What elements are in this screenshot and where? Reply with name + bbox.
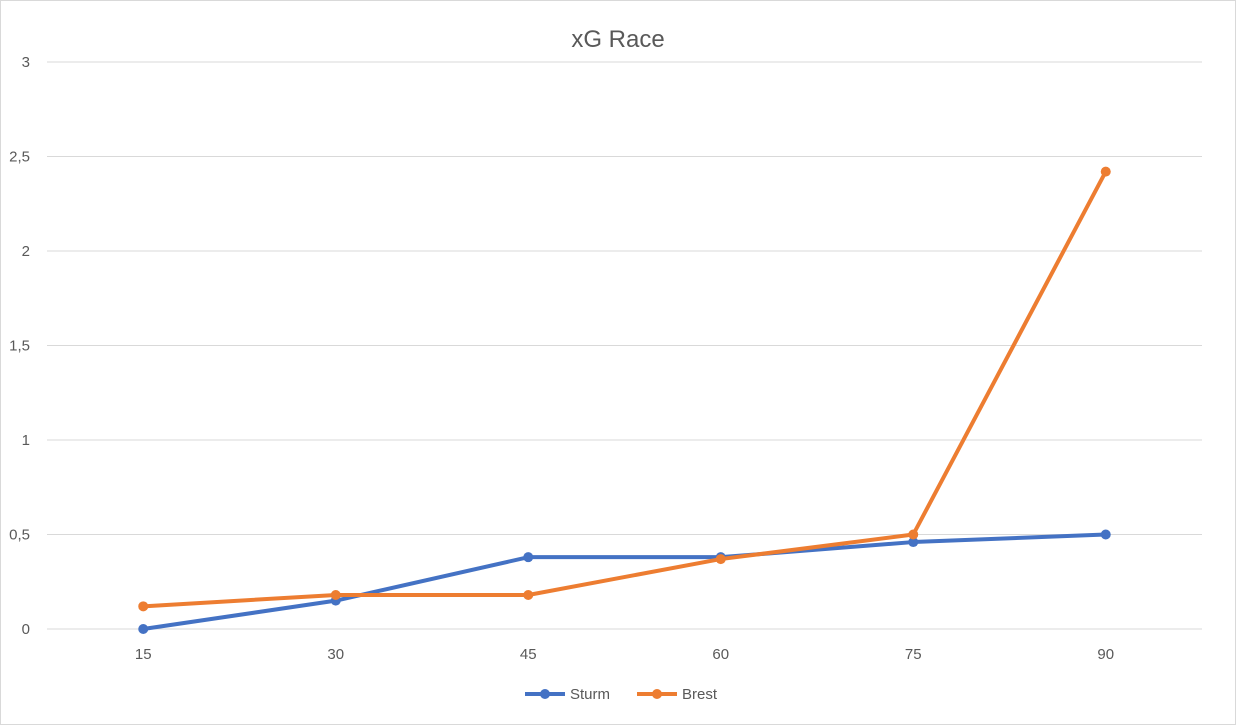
chart-title: xG Race (571, 26, 664, 53)
x-tick-label: 75 (905, 646, 922, 663)
data-point-sturm (1100, 529, 1111, 540)
y-tick-label: 3 (22, 54, 30, 71)
data-point-sturm (138, 624, 149, 634)
legend-item-brest: Brest (637, 686, 718, 703)
data-point-brest (715, 554, 726, 565)
x-tick-label: 60 (712, 646, 729, 663)
y-tick-label: 2 (22, 243, 30, 260)
legend-label: Sturm (570, 686, 610, 703)
y-tick-label: 1,5 (9, 338, 30, 355)
x-tick-label: 30 (327, 646, 344, 663)
series-layer (138, 166, 1111, 634)
data-point-sturm (908, 537, 919, 548)
y-tick-label: 1 (22, 432, 30, 449)
x-tick-label: 45 (520, 646, 537, 663)
legend-marker (540, 689, 550, 699)
data-point-brest (330, 589, 341, 600)
y-tick-label: 0,5 (9, 527, 30, 544)
data-point-brest (138, 601, 149, 612)
series-brest (138, 166, 1111, 612)
y-axis-ticks: 0 0,5 1 1,5 2 2,5 3 (9, 54, 30, 638)
data-point-brest (1100, 166, 1111, 177)
legend-marker (652, 689, 662, 699)
series-sturm (138, 529, 1111, 634)
data-point-brest (523, 589, 534, 600)
x-tick-label: 90 (1097, 646, 1114, 663)
legend-item-sturm: Sturm (525, 686, 610, 703)
y-tick-label: 0 (22, 621, 30, 638)
series-line-sturm (141, 532, 1108, 631)
gridlines (47, 61, 1202, 630)
x-axis-ticks: 15 30 45 60 75 90 (135, 646, 1114, 663)
series-line-brest (141, 169, 1108, 609)
data-point-sturm (523, 552, 534, 563)
x-tick-label: 15 (135, 646, 152, 663)
legend: Sturm Brest (525, 686, 718, 703)
legend-label: Brest (682, 686, 718, 703)
data-point-brest (908, 529, 919, 540)
y-tick-label: 2,5 (9, 149, 30, 166)
